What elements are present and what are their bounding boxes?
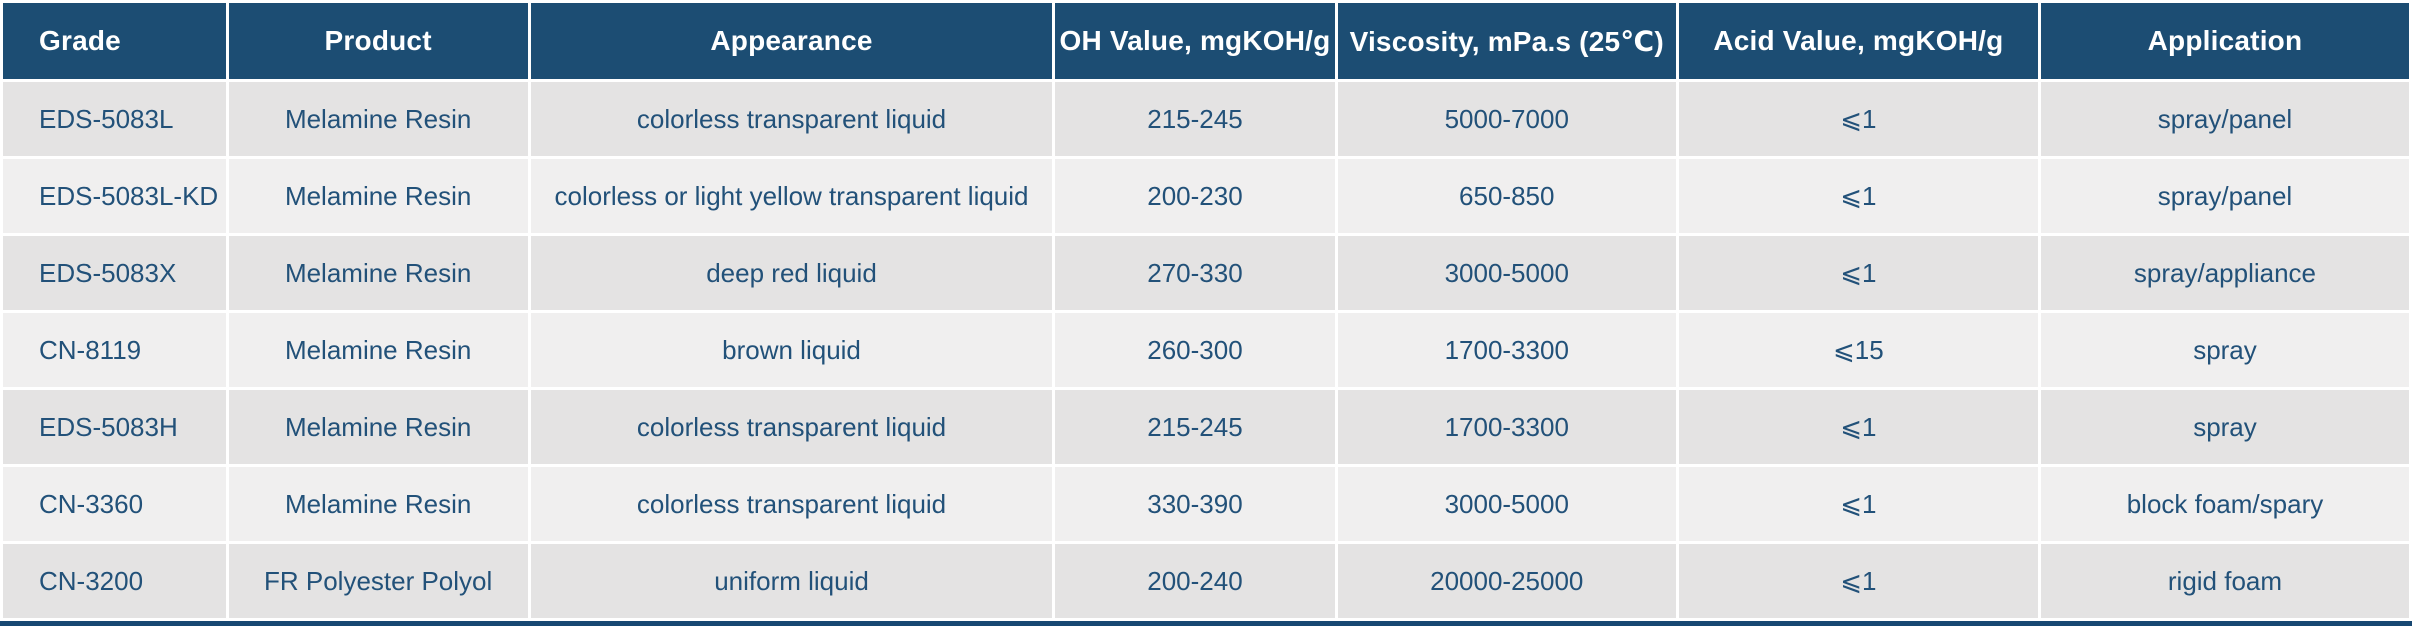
column-header-product: Product	[228, 3, 528, 79]
cell-application: spray	[2040, 313, 2409, 387]
cell-application: spray/appliance	[2040, 236, 2409, 310]
cell-oh-value: 330-390	[1055, 467, 1335, 541]
cell-product: Melamine Resin	[228, 313, 528, 387]
column-header-acid-value: Acid Value, mgKOH/g	[1678, 3, 2038, 79]
cell-grade: CN-8119	[3, 313, 226, 387]
table-row: EDS-5083X Melamine Resin deep red liquid…	[3, 236, 2409, 310]
cell-viscosity: 5000-7000	[1337, 82, 1676, 156]
cell-oh-value: 270-330	[1055, 236, 1335, 310]
column-header-oh-value: OH Value, mgKOH/g	[1055, 3, 1335, 79]
cell-product: Melamine Resin	[228, 236, 528, 310]
cell-application: spray/panel	[2040, 82, 2409, 156]
cell-acid-value: ⩽1	[1678, 544, 2038, 618]
cell-appearance: deep red liquid	[530, 236, 1053, 310]
cell-acid-value: ⩽1	[1678, 390, 2038, 464]
cell-appearance: uniform liquid	[530, 544, 1053, 618]
cell-product: Melamine Resin	[228, 159, 528, 233]
table-row: CN-8119 Melamine Resin brown liquid 260-…	[3, 313, 2409, 387]
cell-acid-value: ⩽1	[1678, 159, 2038, 233]
cell-appearance: colorless transparent liquid	[530, 467, 1053, 541]
column-header-viscosity: Viscosity, mPa.s (25℃)	[1337, 3, 1676, 79]
cell-viscosity: 20000-25000	[1337, 544, 1676, 618]
cell-product: Melamine Resin	[228, 390, 528, 464]
column-header-application: Application	[2040, 3, 2409, 79]
cell-application: spray	[2040, 390, 2409, 464]
cell-oh-value: 260-300	[1055, 313, 1335, 387]
cell-acid-value: ⩽1	[1678, 236, 2038, 310]
cell-oh-value: 215-245	[1055, 390, 1335, 464]
cell-grade: EDS-5083L	[3, 82, 226, 156]
cell-product: Melamine Resin	[228, 467, 528, 541]
table-row: CN-3200 FR Polyester Polyol uniform liqu…	[3, 544, 2409, 618]
cell-oh-value: 200-240	[1055, 544, 1335, 618]
cell-grade: EDS-5083H	[3, 390, 226, 464]
cell-oh-value: 215-245	[1055, 82, 1335, 156]
cell-acid-value: ⩽1	[1678, 467, 2038, 541]
column-header-appearance: Appearance	[530, 3, 1053, 79]
cell-application: rigid foam	[2040, 544, 2409, 618]
cell-product: FR Polyester Polyol	[228, 544, 528, 618]
cell-viscosity: 3000-5000	[1337, 467, 1676, 541]
cell-viscosity: 650-850	[1337, 159, 1676, 233]
cell-acid-value: ⩽1	[1678, 82, 2038, 156]
table-row: EDS-5083H Melamine Resin colorless trans…	[3, 390, 2409, 464]
table-row: EDS-5083L Melamine Resin colorless trans…	[3, 82, 2409, 156]
cell-grade: CN-3200	[3, 544, 226, 618]
column-header-grade: Grade	[3, 3, 226, 79]
cell-acid-value: ⩽15	[1678, 313, 2038, 387]
cell-viscosity: 1700-3300	[1337, 313, 1676, 387]
cell-viscosity: 3000-5000	[1337, 236, 1676, 310]
cell-appearance: colorless transparent liquid	[530, 82, 1053, 156]
cell-application: block foam/spary	[2040, 467, 2409, 541]
cell-viscosity: 1700-3300	[1337, 390, 1676, 464]
cell-appearance: brown liquid	[530, 313, 1053, 387]
cell-grade: CN-3360	[3, 467, 226, 541]
cell-application: spray/panel	[2040, 159, 2409, 233]
table-row: EDS-5083L-KD Melamine Resin colorless or…	[3, 159, 2409, 233]
cell-appearance: colorless or light yellow transparent li…	[530, 159, 1053, 233]
cell-appearance: colorless transparent liquid	[530, 390, 1053, 464]
header-row: Grade Product Appearance OH Value, mgKOH…	[3, 3, 2409, 79]
table-row: CN-3360 Melamine Resin colorless transpa…	[3, 467, 2409, 541]
cell-grade: EDS-5083L-KD	[3, 159, 226, 233]
cell-grade: EDS-5083X	[3, 236, 226, 310]
cell-oh-value: 200-230	[1055, 159, 1335, 233]
cell-product: Melamine Resin	[228, 82, 528, 156]
